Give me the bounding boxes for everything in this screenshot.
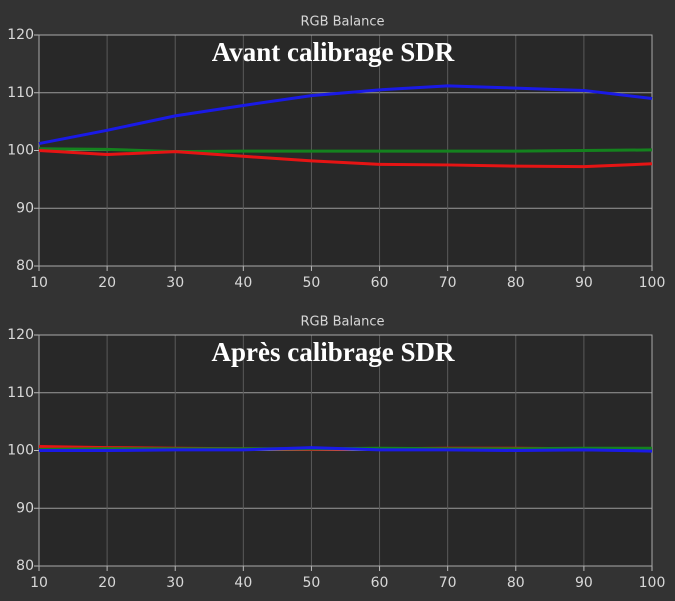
y-tick-label: 110 — [7, 85, 34, 101]
x-tick-label: 80 — [507, 575, 525, 591]
x-tick-label: 50 — [303, 575, 321, 591]
x-tick-label: 30 — [166, 575, 184, 591]
x-tick-label: 50 — [303, 275, 321, 291]
y-tick-label: 120 — [7, 327, 34, 343]
y-tick-label: 100 — [7, 143, 34, 159]
series-line — [38, 147, 653, 154]
x-tick-label: 90 — [575, 275, 593, 291]
y-tick-label: 80 — [16, 558, 34, 574]
y-tick-label: 80 — [16, 258, 34, 274]
x-tick-label: 10 — [30, 575, 48, 591]
annotation: Avant calibrage SDR — [212, 37, 455, 67]
x-tick-label: 10 — [30, 275, 48, 291]
x-tick-label: 100 — [639, 575, 666, 591]
x-tick-label: 100 — [639, 275, 666, 291]
x-tick-label: 70 — [439, 575, 457, 591]
series-line — [38, 149, 653, 169]
x-tick-label: 40 — [234, 275, 252, 291]
y-tick-label: 90 — [16, 500, 34, 516]
x-tick-label: 20 — [98, 575, 116, 591]
x-tick-label: 80 — [507, 275, 525, 291]
x-tick-label: 70 — [439, 275, 457, 291]
x-tick-label: 30 — [166, 275, 184, 291]
y-tick-label: 90 — [16, 200, 34, 216]
series-line — [39, 446, 653, 453]
x-tick-label: 20 — [98, 275, 116, 291]
y-tick-label: 100 — [7, 443, 34, 459]
y-tick-label: 110 — [7, 385, 34, 401]
chart-title: RGB Balance — [300, 315, 384, 330]
x-tick-label: 60 — [371, 575, 389, 591]
annotation: Après calibrage SDR — [212, 337, 455, 367]
x-tick-label: 40 — [234, 575, 252, 591]
chart-title: RGB Balance — [300, 15, 384, 30]
x-tick-label: 60 — [371, 275, 389, 291]
series-line — [38, 84, 653, 146]
y-tick-label: 120 — [7, 27, 34, 43]
x-tick-label: 90 — [575, 575, 593, 591]
